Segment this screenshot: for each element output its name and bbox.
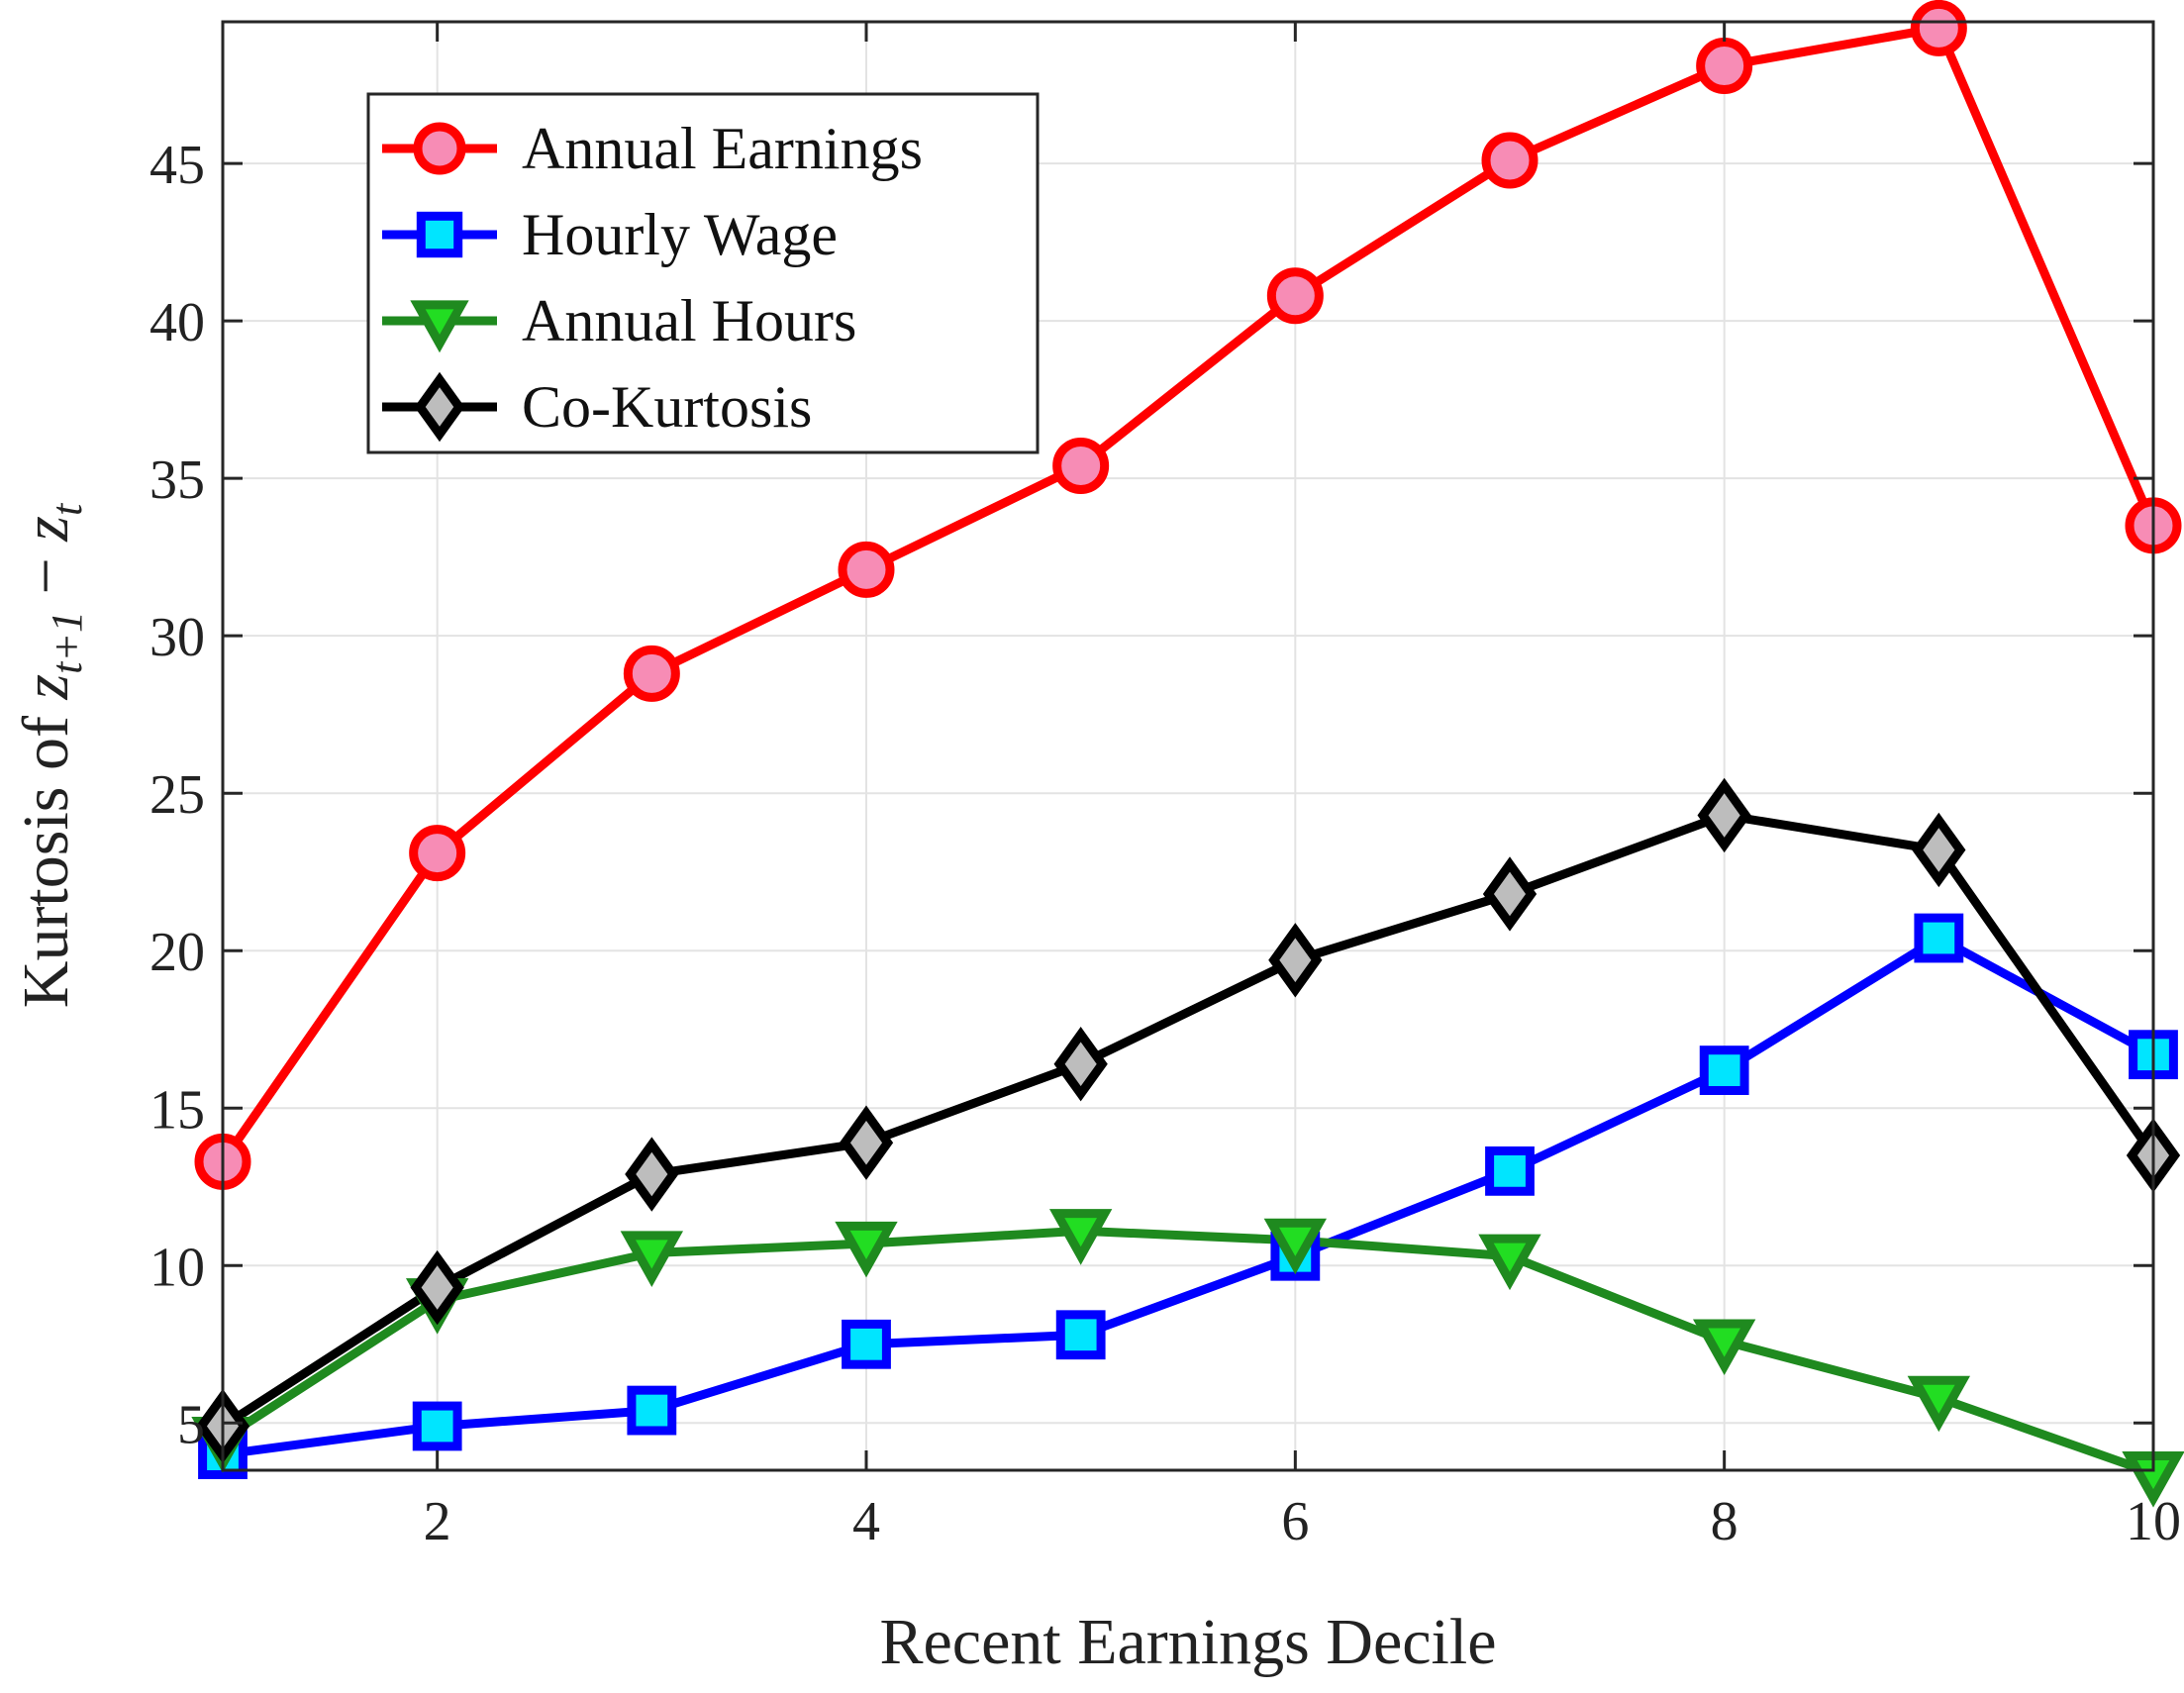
y-tick-label: 15: [149, 1079, 205, 1141]
triangle-marker: [835, 1221, 898, 1278]
legend-label: Co-Kurtosis: [522, 374, 812, 440]
circle-marker: [623, 645, 680, 702]
y-axis-label-var2: z: [10, 516, 82, 543]
triangle-marker: [1263, 1218, 1328, 1275]
diamond-marker: [1053, 1027, 1108, 1102]
series-markers: [191, 0, 2184, 1508]
circle-marker: [413, 122, 466, 175]
y-axis-label-prefix: Kurtosis of: [10, 700, 82, 1009]
circle-marker: [1696, 38, 1753, 95]
x-tick-label: 6: [1281, 1491, 1309, 1552]
x-tick-labels: 2 4 6 8 10: [424, 1491, 2181, 1552]
series-line: [220, 810, 2157, 1431]
series-line: [220, 1226, 2155, 1478]
triangle-marker: [1478, 1234, 1541, 1291]
circle-marker: [1481, 132, 1539, 189]
series-lines: [219, 23, 2158, 1478]
y-tick-label: 10: [149, 1237, 205, 1298]
square-marker: [412, 1401, 462, 1451]
x-tick-label: 8: [1711, 1491, 1738, 1552]
x-tick-label: 10: [2126, 1491, 2181, 1552]
square-marker: [842, 1319, 891, 1369]
triangle-marker: [1048, 1209, 1113, 1265]
diamond-marker: [625, 1137, 679, 1212]
diamond-marker: [414, 371, 465, 443]
square-marker: [416, 211, 463, 258]
y-axis-label-sub2: t: [43, 502, 91, 516]
square-marker: [1699, 1046, 1749, 1095]
legend-label: Annual Hours: [522, 288, 856, 353]
y-tick-labels: 5 10 15 20 25 30 35 40 45: [149, 135, 205, 1455]
diamond-marker: [1912, 812, 1966, 888]
square-marker: [1914, 913, 1964, 963]
triangle-marker: [1692, 1319, 1756, 1376]
series-line: [219, 23, 2158, 1164]
diamond-marker: [1697, 777, 1751, 853]
x-axis-label: Recent Earnings Decile: [879, 1606, 1496, 1678]
axis-ticks: [223, 22, 2155, 1470]
legend-label: Annual Earnings: [522, 116, 923, 181]
diamond-marker: [410, 1249, 464, 1326]
y-axis-label-var1: z: [10, 674, 82, 701]
y-tick-label: 20: [149, 922, 205, 983]
legend: Annual Earnings Hourly Wage Annual Hours Co…: [366, 92, 1040, 454]
circle-marker: [1910, 0, 1967, 56]
circle-marker: [838, 541, 895, 598]
y-axis-label-minus: −: [10, 542, 82, 611]
triangle-marker: [1907, 1375, 1971, 1433]
circle-marker: [1266, 267, 1324, 325]
square-marker: [1485, 1145, 1535, 1196]
plot-frame: [221, 20, 2155, 1472]
x-tick-label: 4: [852, 1491, 880, 1552]
y-tick-label: 45: [149, 135, 205, 196]
y-tick-label: 35: [149, 449, 205, 511]
triangle-marker: [410, 300, 469, 353]
legend-label: Hourly Wage: [522, 202, 838, 267]
legend-box: [366, 92, 1040, 454]
diamond-marker: [1482, 856, 1538, 932]
diamond-marker: [839, 1105, 894, 1180]
circle-marker: [1052, 437, 1110, 494]
y-axis-label-sub1: t+1: [43, 611, 91, 674]
y-tick-label: 30: [149, 607, 205, 668]
y-tick-label: 25: [149, 764, 205, 826]
diamond-marker: [1268, 923, 1323, 998]
square-marker: [627, 1385, 677, 1436]
square-marker: [1055, 1310, 1106, 1360]
y-tick-label: 5: [177, 1394, 205, 1455]
circle-marker: [409, 825, 466, 882]
y-axis-label: Kurtosis of zt+1 − zt: [10, 502, 91, 1008]
y-tick-label: 40: [149, 292, 205, 353]
series-line: [222, 934, 2156, 1459]
triangle-marker: [620, 1231, 684, 1287]
x-tick-label: 2: [424, 1491, 451, 1552]
